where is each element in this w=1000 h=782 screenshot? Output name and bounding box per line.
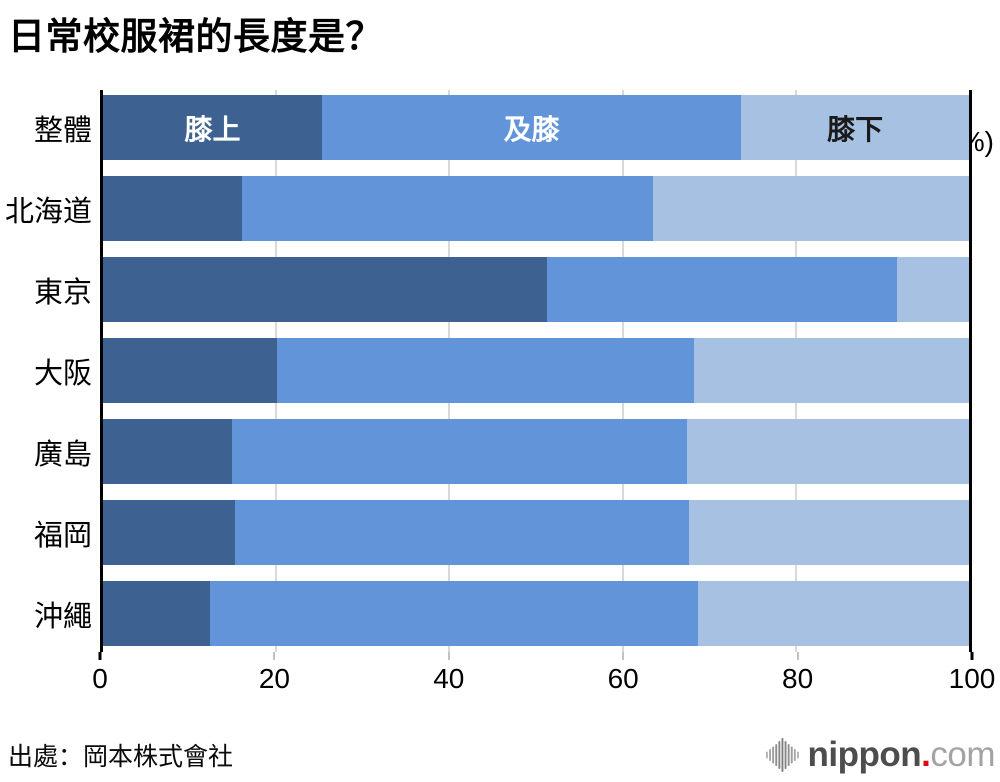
axis-tick-60 [622,652,625,660]
bar-segment-及膝 [277,338,695,403]
bar-segment-膝上 [103,338,278,403]
bar-row-7: 沖繩 [34,581,969,646]
bar-segment-膝下 [694,338,969,403]
source-note: 出處：岡本株式會社 [8,743,234,771]
bar-segment-膝下 [652,176,969,241]
row-label: 沖繩 [33,600,92,633]
stacked-bar-chart: 整體 膝上 及膝 膝下 北海道 東京 大阪 廣島 福岡 沖繩 0 20 40 60 80 100 (%) [5,90,995,697]
logo-nippon-text: nippon [807,735,922,774]
bar-segment-膝下: 膝下 [741,95,969,160]
bar-segment-膝下 [697,581,969,646]
tick-label-80: 80 [782,663,814,694]
tick-label-20: 20 [258,663,290,694]
legend-label-膝下: 膝下 [827,113,884,145]
logo-text: nippon.com [807,735,996,775]
waveform-bars-icon [765,738,799,772]
legend-label-膝上: 膝上 [184,113,241,145]
bar-segment-膝上: 膝上 [103,95,323,160]
bar-row-4: 大阪 [34,338,969,403]
bar-segment-及膝 [210,581,698,646]
bar-segment-膝上 [103,176,243,241]
bar-row-1: 整體 膝上 及膝 膝下 [34,95,969,160]
legend-label-及膝: 及膝 [503,113,560,145]
axis-tick-40 [447,652,450,660]
axis-tick-20 [273,652,276,660]
axis-ticks [98,652,974,661]
bar-segment-膝上 [103,419,233,484]
bar-segment-及膝: 及膝 [322,95,742,160]
axis-tick-100 [970,652,974,660]
bar-segment-膝上 [103,257,548,322]
bar-segment-膝下 [686,419,969,484]
axis-tick-labels: 0 20 40 60 80 100 [92,663,995,697]
bar-segment-及膝 [235,500,690,565]
bar-segment-及膝 [242,176,653,241]
row-label: 整體 [33,114,92,147]
row-label: 廣島 [33,438,92,471]
bar-segment-膝下 [689,500,969,565]
axis-tick-0 [98,652,102,660]
plot-area: 整體 膝上 及膝 膝下北海道東京大阪廣島福岡沖繩 [5,90,972,652]
row-label: 大阪 [33,357,92,390]
logo-com-text: com [930,735,995,774]
logo-dot: . [921,735,931,774]
bar-row-3: 東京 [34,257,969,322]
tick-label-100: 100 [948,663,996,694]
bar-segment-及膝 [232,419,687,484]
row-label: 北海道 [4,195,92,228]
axis-tick-80 [796,652,799,660]
bar-segment-及膝 [547,257,898,322]
tick-label-40: 40 [433,663,465,694]
tick-label-0: 0 [92,663,108,694]
bar-segment-膝下 [897,257,969,322]
bar-segment-膝上 [103,500,236,565]
bar-row-5: 廣島 [34,419,969,484]
tick-label-60: 60 [607,663,639,694]
row-label: 福岡 [33,519,92,552]
footer: 出處：岡本株式會社 nippon.com [8,731,995,779]
row-label: 東京 [33,276,92,309]
chart-title: 日常校服裙的長度是？ [8,16,383,57]
nippon-logo: nippon.com [764,735,995,775]
bar-row-6: 福岡 [34,500,969,565]
bar-row-2: 北海道 [5,176,969,241]
bar-segment-膝上 [103,581,211,646]
